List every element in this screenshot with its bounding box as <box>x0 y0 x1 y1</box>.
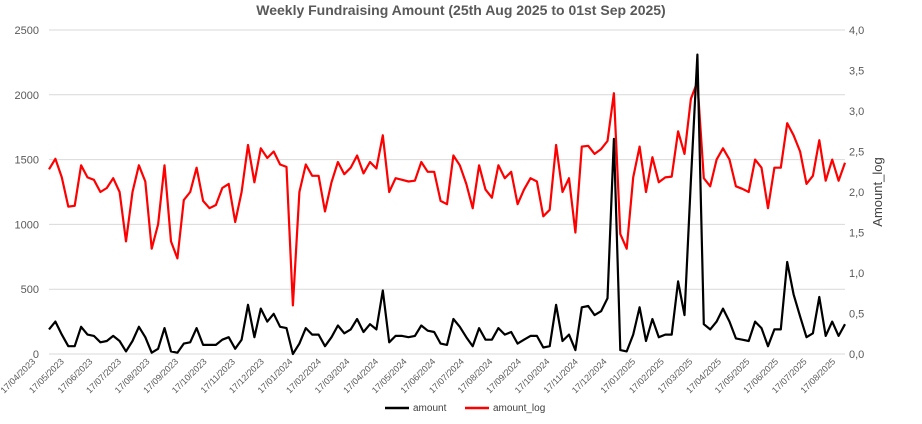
left-tick-label: 1000 <box>15 219 39 231</box>
right-tick-label: 3,5 <box>849 66 864 78</box>
legend-label-amount_log: amount_log <box>493 403 545 414</box>
right-tick-label: 2,0 <box>849 187 864 199</box>
x-axis-ticks: 17/04/202317/05/202317/06/202317/07/2023… <box>0 356 837 395</box>
right-tick-label: 4,0 <box>849 25 864 37</box>
right-tick-label: 1,5 <box>849 228 864 240</box>
left-tick-label: 500 <box>21 284 39 296</box>
right-tick-label: 0,0 <box>849 349 864 361</box>
right-tick-label: 0,5 <box>849 309 864 321</box>
series-line-amount_log <box>48 80 847 307</box>
right-axis-ticks: 0,0 0,5 1,0 1,5 2,0 2,5 3,0 3,5 4,0 <box>849 25 864 361</box>
right-tick-label: 3,0 <box>849 106 864 118</box>
right-tick-label: 1,0 <box>849 268 864 280</box>
series-lines <box>48 53 847 356</box>
right-tick-label: 2,5 <box>849 147 864 159</box>
gridlines <box>49 29 845 355</box>
right-axis-label: Amount_log <box>870 157 885 226</box>
series-line-amount <box>48 53 846 356</box>
legend-label-amount: amount <box>413 403 447 414</box>
chart-title: Weekly Fundraising Amount (25th Aug 2025… <box>256 2 665 18</box>
left-tick-label: 2000 <box>15 90 39 102</box>
left-tick-label: 2500 <box>15 25 39 37</box>
left-tick-label: 0 <box>33 349 39 361</box>
legend: amount amount_log <box>385 403 545 414</box>
left-axis-ticks: 0 500 1000 1500 2000 2500 <box>15 25 39 361</box>
left-tick-label: 1500 <box>15 155 39 167</box>
